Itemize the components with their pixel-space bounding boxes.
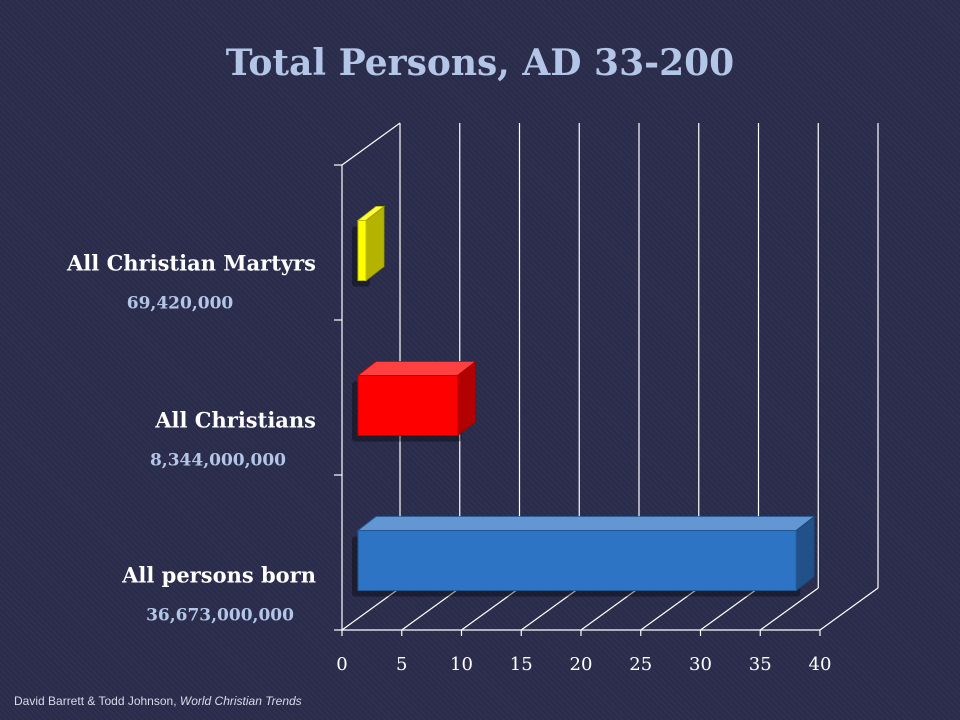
- category-value-2: 36,673,000,000: [146, 606, 294, 626]
- source-title: World Christian Trends: [179, 694, 302, 708]
- left-wall-top-edge: [341, 122, 401, 166]
- category-label-1: All Christians: [154, 408, 316, 433]
- category-label-0: All Christian Martyrs: [66, 251, 316, 276]
- x-tick-label-6: 30: [689, 654, 712, 675]
- bar-1: [357, 375, 459, 436]
- x-tick-label-5: 25: [629, 654, 652, 675]
- floor-gridline-8: [819, 587, 879, 631]
- bar-0: [357, 220, 367, 281]
- floor-gridline-1: [401, 587, 461, 631]
- floor-gridline-5: [640, 587, 700, 631]
- x-tick-label-0: 0: [336, 654, 347, 675]
- bar-top-2: [356, 516, 816, 531]
- x-tick-label-8: 40: [809, 654, 832, 675]
- bar-top-1: [356, 361, 477, 376]
- source-credit: David Barrett & Todd Johnson, World Chri…: [14, 694, 302, 708]
- x-tick-label-7: 35: [749, 654, 772, 675]
- x-tick-label-1: 5: [396, 654, 407, 675]
- x-tick-label-3: 15: [510, 654, 533, 675]
- floor-gridline-7: [759, 587, 819, 631]
- bar-2: [357, 530, 797, 591]
- floor-gridline-6: [700, 587, 759, 631]
- category-label-2: All persons born: [121, 563, 316, 588]
- x-tick-label-4: 20: [570, 654, 593, 675]
- floor-gridline-2: [461, 587, 520, 631]
- category-value-0: 69,420,000: [127, 294, 234, 314]
- floor-gridline-3: [520, 587, 580, 631]
- page-title: Total Persons, AD 33-200: [225, 42, 735, 84]
- category-value-1: 8,344,000,000: [150, 451, 286, 471]
- x-tick-label-2: 10: [450, 654, 473, 675]
- floor-gridline-4: [580, 587, 640, 631]
- source-authors: David Barrett & Todd Johnson,: [14, 694, 180, 708]
- floor-gridline-0: [341, 587, 401, 631]
